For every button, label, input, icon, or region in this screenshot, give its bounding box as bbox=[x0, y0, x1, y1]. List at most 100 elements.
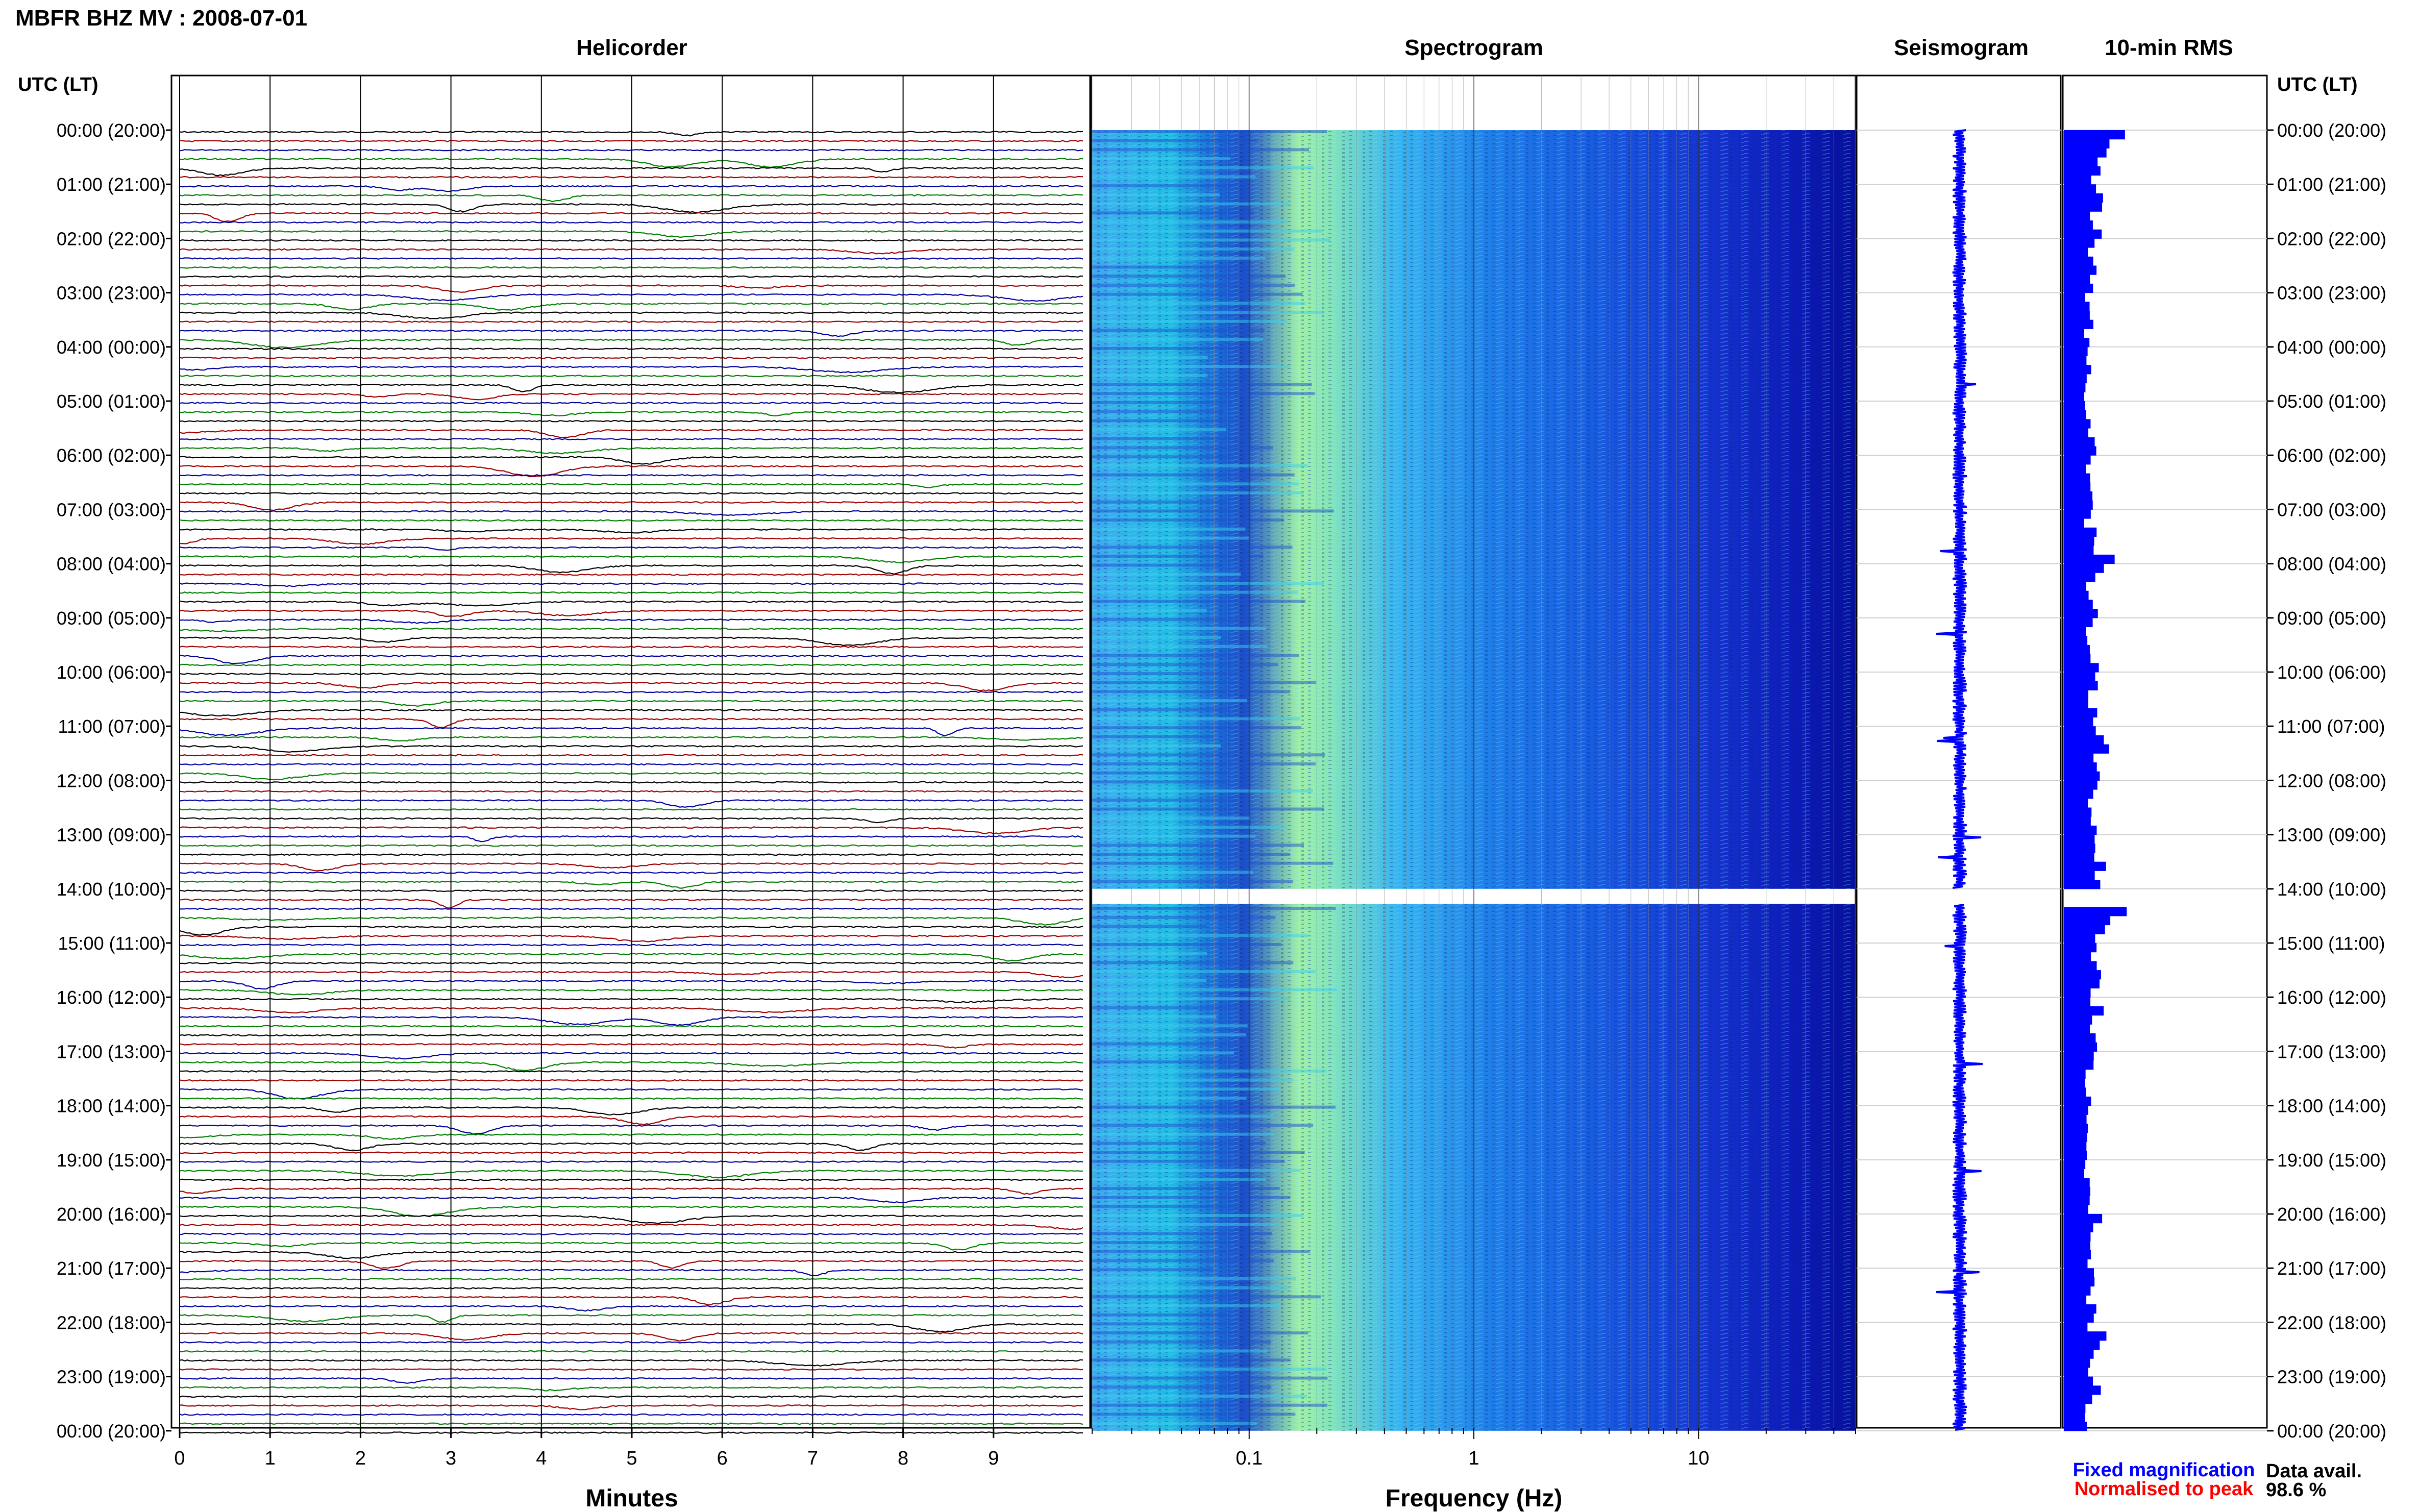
rms-bar bbox=[2064, 997, 2091, 1007]
spectrogram-stripe bbox=[1092, 265, 1244, 269]
right-time-label: 04:00 (00:00) bbox=[2277, 337, 2386, 358]
spectrogram-stripe bbox=[1092, 1349, 1268, 1353]
spectrogram-stripe bbox=[1092, 1178, 1266, 1181]
rms-bar bbox=[2064, 229, 2102, 239]
spectrogram-stripe bbox=[1092, 211, 1254, 215]
spectrogram-stripe bbox=[1092, 527, 1246, 531]
spectrogram-stripe bbox=[1092, 834, 1256, 838]
spectrogram-stripe bbox=[1092, 590, 1298, 594]
right-time-label: 22:00 (18:00) bbox=[2277, 1312, 2386, 1333]
rms-bar bbox=[2064, 1169, 2084, 1178]
rms-bar bbox=[2064, 1033, 2096, 1043]
rms-bar bbox=[2064, 1241, 2090, 1251]
left-axis-label: UTC (LT) bbox=[18, 74, 98, 95]
right-time-label: 18:00 (14:00) bbox=[2277, 1096, 2386, 1117]
minute-tick-label: 1 bbox=[265, 1448, 276, 1469]
rms-bar bbox=[2064, 1196, 2090, 1205]
spectrogram-stripe bbox=[1092, 1132, 1274, 1136]
left-time-label: 01:00 (21:00) bbox=[57, 174, 166, 195]
spectrogram-stripe bbox=[1092, 663, 1278, 666]
spectrogram-stripe bbox=[1092, 1205, 1240, 1208]
spectrogram-stripe bbox=[1092, 1268, 1213, 1272]
spectrogram-stripe bbox=[1092, 771, 1229, 775]
spectrogram-stripe bbox=[1092, 1412, 1296, 1416]
spectrogram-stripe bbox=[1092, 473, 1295, 477]
spectrogram-stripe bbox=[1092, 717, 1300, 721]
spectrogram-stripe bbox=[1092, 193, 1220, 196]
spectrogram-stripe bbox=[1092, 346, 1241, 350]
rms-bar bbox=[2064, 392, 2084, 402]
spectrogram-stripe bbox=[1092, 1114, 1274, 1118]
spectrogram-stripe bbox=[1092, 1024, 1248, 1028]
spectrogram-stripe bbox=[1092, 139, 1258, 142]
rms-bar bbox=[2064, 717, 2093, 727]
rms-bar bbox=[2064, 546, 2094, 555]
rms-bar bbox=[2064, 500, 2093, 510]
left-time-label: 09:00 (05:00) bbox=[57, 608, 166, 629]
left-time-label: 15:00 (11:00) bbox=[58, 933, 166, 954]
minute-tick-label: 8 bbox=[898, 1448, 908, 1469]
spectrogram-stripe bbox=[1092, 464, 1308, 467]
rms-bar bbox=[2064, 401, 2085, 411]
rms-bar bbox=[2064, 1024, 2090, 1034]
rms-bars bbox=[2064, 130, 2127, 1431]
spectrogram-stripe bbox=[1092, 401, 1232, 404]
spectrogram-stripe bbox=[1092, 789, 1313, 793]
spectrogram-stripe bbox=[1092, 338, 1264, 341]
rms-bar bbox=[2064, 157, 2098, 167]
rms-bar bbox=[2064, 563, 2104, 573]
rms-bar bbox=[2064, 464, 2086, 474]
rms-bar bbox=[2064, 518, 2084, 528]
spectrogram-stripe bbox=[1092, 744, 1221, 748]
left-time-label: 20:00 (16:00) bbox=[57, 1204, 166, 1225]
spectrogram-stripe bbox=[1092, 220, 1288, 224]
rms-bar bbox=[2064, 1422, 2087, 1431]
rms-bar bbox=[2064, 970, 2102, 980]
left-time-label: 12:00 (08:00) bbox=[57, 770, 166, 791]
left-time-label: 05:00 (01:00) bbox=[57, 391, 166, 412]
spectrogram-stripe bbox=[1092, 1313, 1229, 1317]
spectrogram-stripe bbox=[1092, 1151, 1305, 1154]
rms-bar bbox=[2064, 455, 2091, 465]
spectrogram-stripe bbox=[1092, 419, 1250, 423]
minute-tick-label: 3 bbox=[446, 1448, 456, 1469]
spectrogram-stripe bbox=[1092, 853, 1290, 856]
rms-bar bbox=[2064, 961, 2097, 971]
right-time-label: 00:00 (20:00) bbox=[2277, 1421, 2386, 1442]
spectrogram-stripe bbox=[1092, 554, 1264, 558]
spectrogram-stripe bbox=[1092, 311, 1324, 314]
spectrogram-stripe bbox=[1092, 1376, 1328, 1380]
spectrogram-stripe bbox=[1092, 943, 1281, 946]
rms-bar bbox=[2064, 175, 2091, 185]
rms-bar bbox=[2064, 1277, 2095, 1287]
spectrogram-stripe bbox=[1092, 825, 1286, 829]
spectrogram-stripe bbox=[1092, 1422, 1257, 1425]
spectrogram-stripe bbox=[1092, 148, 1309, 152]
spectrogram-stripe bbox=[1092, 1367, 1326, 1371]
spectrogram-stripe bbox=[1092, 1232, 1272, 1235]
spectrogram-stripe bbox=[1092, 1214, 1303, 1217]
spectrogram-stripe bbox=[1092, 726, 1301, 730]
spectrogram-stripe bbox=[1092, 617, 1254, 621]
spectrogram-stripe bbox=[1092, 1142, 1266, 1145]
rms-bar bbox=[2064, 148, 2107, 158]
left-time-label: 18:00 (14:00) bbox=[57, 1096, 166, 1117]
spectrogram-stripe bbox=[1092, 563, 1223, 567]
rms-bar bbox=[2064, 536, 2094, 546]
spectrogram-stripe bbox=[1092, 500, 1227, 504]
right-time-label: 16:00 (12:00) bbox=[2277, 987, 2386, 1008]
spectrogram-stripe bbox=[1092, 636, 1221, 639]
spectrogram-stripe bbox=[1092, 934, 1308, 937]
spectrogram-stripe bbox=[1092, 319, 1287, 323]
spectrogram-stripe bbox=[1092, 1078, 1293, 1082]
seismogram-trace bbox=[1936, 129, 1983, 1431]
rms-bar bbox=[2064, 238, 2095, 248]
rms-bar bbox=[2064, 590, 2089, 600]
spectrogram-stripe bbox=[1092, 1105, 1336, 1109]
rms-bar bbox=[2064, 844, 2095, 853]
rms-bar bbox=[2064, 943, 2097, 953]
left-time-label: 06:00 (02:00) bbox=[57, 445, 166, 466]
right-time-label: 06:00 (02:00) bbox=[2277, 445, 2386, 466]
rms-title: 10-min RMS bbox=[2105, 35, 2233, 60]
spectrogram-stripe bbox=[1092, 970, 1316, 974]
